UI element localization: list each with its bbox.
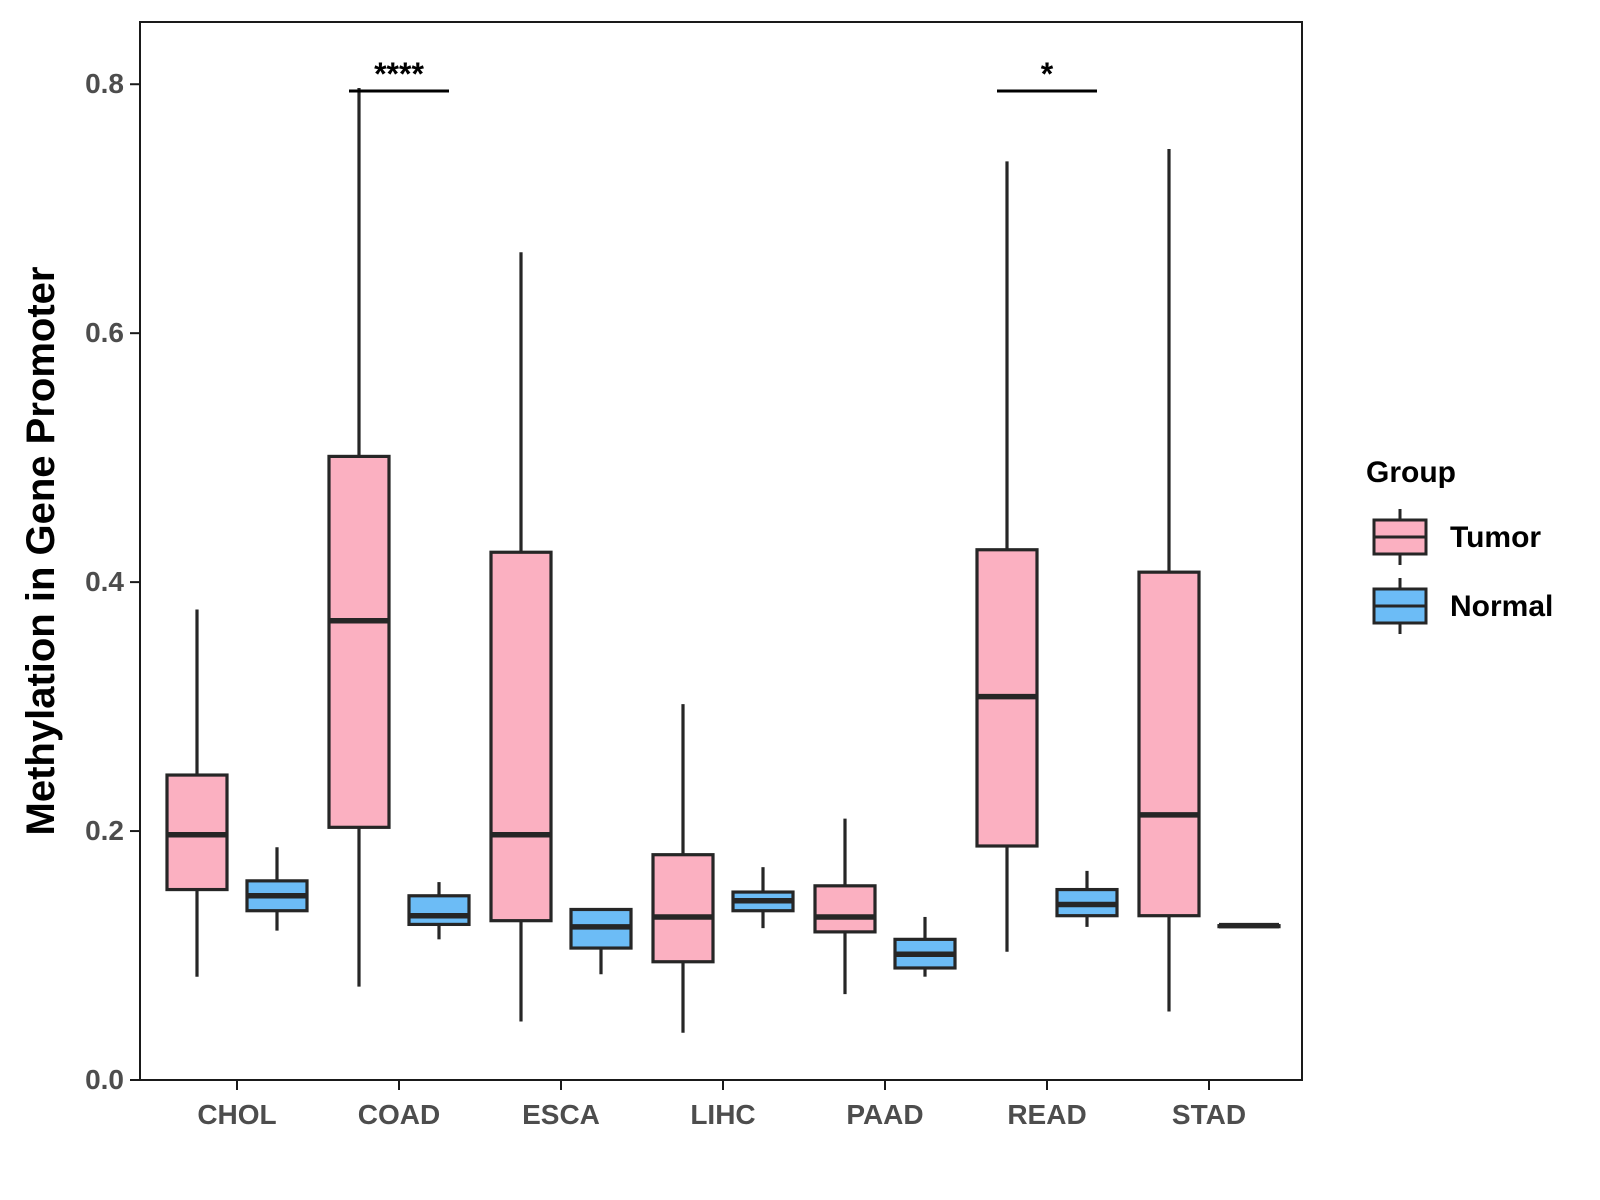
x-tick-label: PAAD — [846, 1099, 923, 1130]
normal-box-coad — [407, 894, 471, 927]
y-tick-label: 0.2 — [85, 815, 124, 846]
tumor-box-stad — [1137, 570, 1201, 918]
x-tick-label: COAD — [358, 1099, 440, 1130]
y-tick-label: 0.4 — [85, 566, 124, 597]
legend-label-tumor: Tumor — [1450, 521, 1541, 554]
tumor-box-lihc — [651, 853, 715, 964]
y-tick-label: 0.0 — [85, 1064, 124, 1095]
tumor-box-paad — [813, 884, 877, 934]
significance-label: * — [1041, 56, 1054, 92]
tumor-box-esca — [489, 550, 553, 923]
x-tick-label: LIHC — [690, 1099, 755, 1130]
y-axis-title: Methylation in Gene Promoter — [19, 267, 63, 836]
y-tick-label: 0.8 — [85, 68, 124, 99]
x-tick-label: CHOL — [197, 1099, 276, 1130]
legend-label-normal: Normal — [1450, 590, 1553, 623]
plot-panel-border — [139, 21, 1303, 1081]
significance-label: **** — [374, 56, 424, 92]
x-tick-label: READ — [1007, 1099, 1086, 1130]
x-tick-label: ESCA — [522, 1099, 600, 1130]
y-tick-label: 0.6 — [85, 317, 124, 348]
x-tick-label: STAD — [1172, 1099, 1246, 1130]
tumor-box-coad — [327, 454, 391, 829]
legend-title: Group — [1366, 456, 1456, 489]
